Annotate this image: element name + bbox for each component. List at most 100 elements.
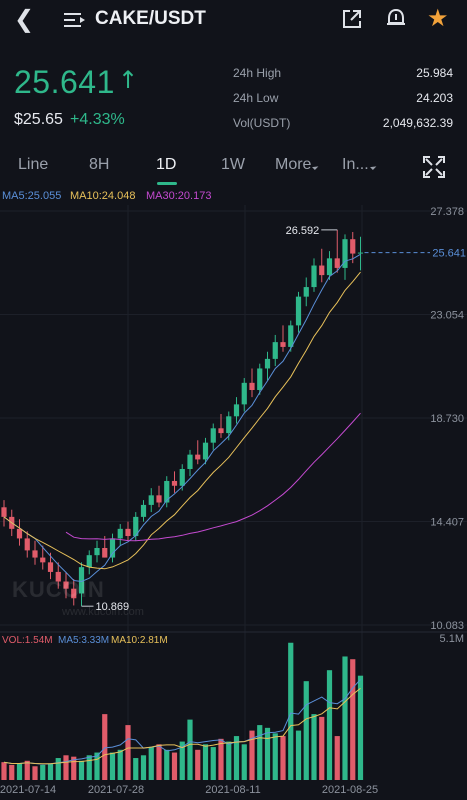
volume-bar	[202, 744, 209, 780]
volume-bar	[1, 762, 7, 780]
last-price: 25.641	[14, 64, 115, 100]
tab-1d[interactable]: 1D	[156, 156, 177, 173]
dropdown-caret-icon	[312, 159, 323, 170]
fullscreen-icon[interactable]	[423, 156, 445, 178]
candle-body	[187, 454, 193, 469]
volume-bar	[156, 744, 162, 780]
candle-body	[257, 368, 263, 391]
price-axis-label: 10.083	[430, 620, 464, 632]
tab-line[interactable]: Line	[18, 156, 49, 173]
candle-body	[311, 265, 317, 288]
back-arrow-icon[interactable]: ❮	[14, 5, 35, 33]
volume-bar	[24, 760, 30, 780]
volume-bar	[342, 656, 348, 780]
ma5-label: MA5:25.055	[2, 190, 62, 202]
menu-list-icon[interactable]	[64, 12, 86, 28]
candle-body	[24, 538, 30, 551]
price-alert-icon[interactable]	[385, 8, 407, 30]
volume-bar	[357, 675, 364, 780]
stat-value-volume: 2,049,632.39	[382, 116, 453, 130]
vol-ma10-label: MA10:2.81M	[111, 635, 168, 646]
volume-bar	[210, 747, 216, 780]
candle-body	[40, 557, 46, 563]
low-price-label: 10.869	[96, 601, 130, 613]
volume-bar	[272, 733, 278, 780]
candle-body	[249, 382, 255, 391]
volume-bar	[326, 670, 333, 780]
volume-bar	[334, 736, 340, 780]
volume-bar	[226, 741, 232, 780]
tab-more[interactable]: More	[275, 156, 323, 174]
candle-body	[71, 588, 77, 599]
candle-body	[164, 480, 170, 503]
candle-body	[195, 454, 201, 460]
volume-bar	[9, 764, 15, 780]
tab-8h[interactable]: 8H	[89, 156, 110, 173]
volume-bar	[109, 752, 116, 780]
candle-body	[303, 287, 309, 297]
volume-bar	[86, 755, 92, 780]
volume-bar	[102, 714, 108, 780]
volume-bar	[148, 747, 154, 780]
high-price-label: 26.592	[286, 225, 320, 237]
kucoin-watermark: KUCOIN	[12, 577, 105, 602]
share-icon[interactable]	[342, 9, 362, 29]
favorite-star-icon[interactable]: ★	[427, 4, 449, 32]
candle-body	[264, 358, 271, 369]
ma30-line	[65, 412, 361, 542]
volume-bar	[94, 752, 100, 780]
tab-indicators[interactable]: In...	[342, 156, 380, 174]
price-axis-label: 14.407	[430, 516, 464, 528]
pair-title[interactable]: CAKE/USDT	[95, 8, 206, 29]
interval-tabs: Line 8H 1D 1W More In...	[0, 150, 467, 186]
candle-body	[55, 571, 61, 582]
candle-body	[233, 404, 240, 417]
price-axis-label: 18.730	[430, 413, 464, 425]
candle-body	[226, 416, 232, 434]
candle-body	[140, 504, 147, 517]
volume-bar	[257, 725, 263, 780]
volume-bar	[16, 763, 23, 780]
volume-bar	[47, 763, 54, 780]
stat-value-low: 24.203	[416, 91, 453, 105]
volume-bar	[311, 714, 317, 780]
candle-body	[218, 428, 224, 434]
stat-label-low: 24h Low	[233, 91, 279, 105]
volume-bar	[288, 642, 294, 780]
stat-label-volume: Vol(USDT)	[233, 116, 291, 130]
volume-bar	[164, 749, 170, 780]
active-tab-indicator	[157, 182, 177, 185]
volume-bar	[179, 741, 185, 780]
candle-body	[102, 547, 108, 558]
volume-bar	[195, 749, 201, 780]
candlestick-chart[interactable]: 27.378 23.054 18.730 14.407 10.083 25.641 26.5…	[0, 200, 467, 800]
volume-bar	[350, 659, 356, 780]
tab-1w[interactable]: 1W	[221, 156, 245, 173]
volume-bar	[32, 766, 38, 780]
candle-body	[357, 252, 364, 254]
candle-body	[125, 528, 131, 537]
volume-bar	[264, 727, 271, 780]
candle-body	[133, 516, 139, 537]
candle-body	[78, 567, 85, 594]
volume-bar	[71, 756, 77, 780]
tab-indicators-label: In...	[342, 156, 369, 173]
volume-bar	[218, 738, 224, 780]
candle-body	[63, 581, 69, 589]
volume-bar	[295, 730, 302, 780]
volume-bar	[241, 744, 247, 780]
date-axis-label: 2021-08-11	[205, 784, 260, 796]
volume-bar	[133, 758, 139, 780]
date-axis-label: 2021-07-14	[0, 784, 56, 796]
candle-body	[156, 495, 162, 503]
candle-body	[148, 495, 154, 505]
kucoin-watermark-site: www.kucoin.com	[62, 606, 144, 618]
volume-bar	[303, 681, 309, 780]
date-axis-label: 2021-07-28	[88, 784, 144, 796]
up-arrow-icon: ↑	[118, 66, 139, 94]
volume-bar	[78, 760, 85, 780]
candle-body	[326, 258, 333, 276]
volume-bar	[319, 716, 325, 780]
ma30-label: MA30:20.173	[146, 190, 212, 202]
volume-bar	[40, 764, 46, 780]
